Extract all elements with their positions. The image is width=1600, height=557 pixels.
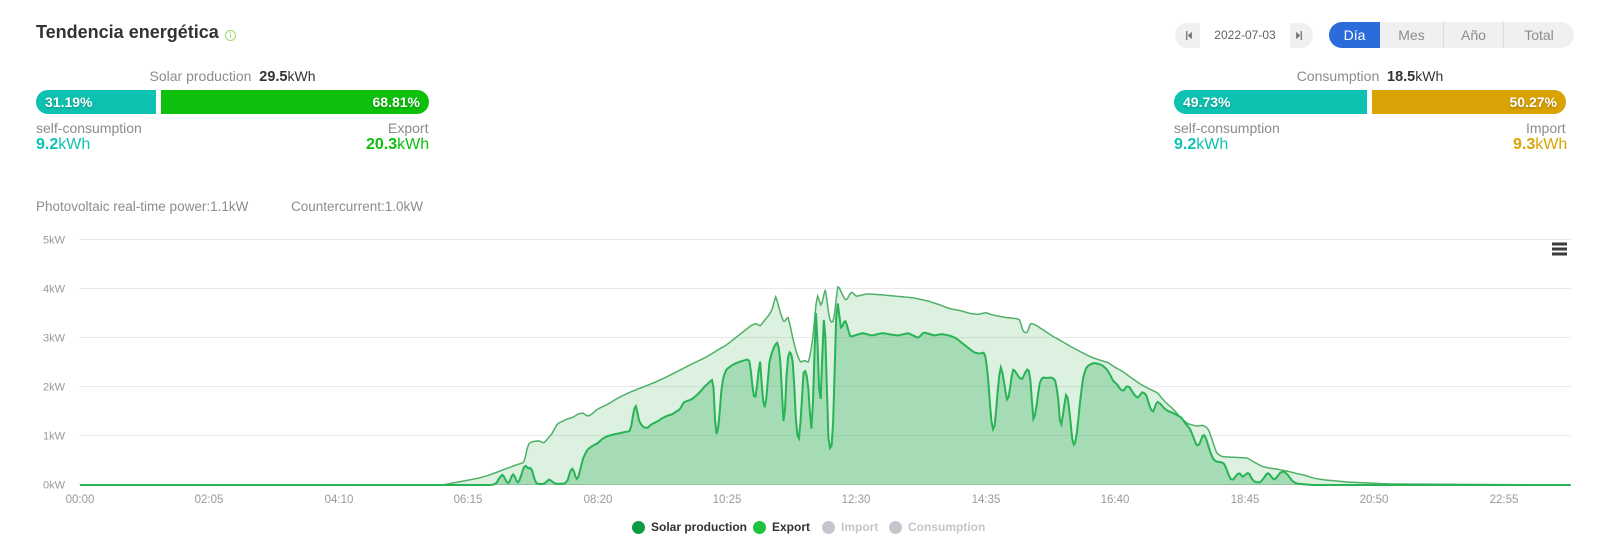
svg-text:22:55: 22:55 <box>1490 494 1519 506</box>
svg-text:0kW: 0kW <box>43 480 66 492</box>
svg-text:5kW: 5kW <box>43 235 66 247</box>
svg-text:14:35: 14:35 <box>972 494 1001 506</box>
svg-text:20:50: 20:50 <box>1360 494 1389 506</box>
svg-text:12:30: 12:30 <box>842 494 871 506</box>
svg-text:08:20: 08:20 <box>584 494 613 506</box>
svg-text:00:00: 00:00 <box>66 494 95 506</box>
svg-text:4kW: 4kW <box>43 284 66 296</box>
svg-text:16:40: 16:40 <box>1101 494 1130 506</box>
svg-text:06:15: 06:15 <box>454 494 483 506</box>
svg-text:18:45: 18:45 <box>1231 494 1260 506</box>
svg-text:10:25: 10:25 <box>713 494 742 506</box>
svg-text:04:10: 04:10 <box>325 494 354 506</box>
svg-text:2kW: 2kW <box>43 382 66 394</box>
svg-text:3kW: 3kW <box>43 333 66 345</box>
svg-text:1kW: 1kW <box>43 431 66 443</box>
svg-text:02:05: 02:05 <box>195 494 224 506</box>
